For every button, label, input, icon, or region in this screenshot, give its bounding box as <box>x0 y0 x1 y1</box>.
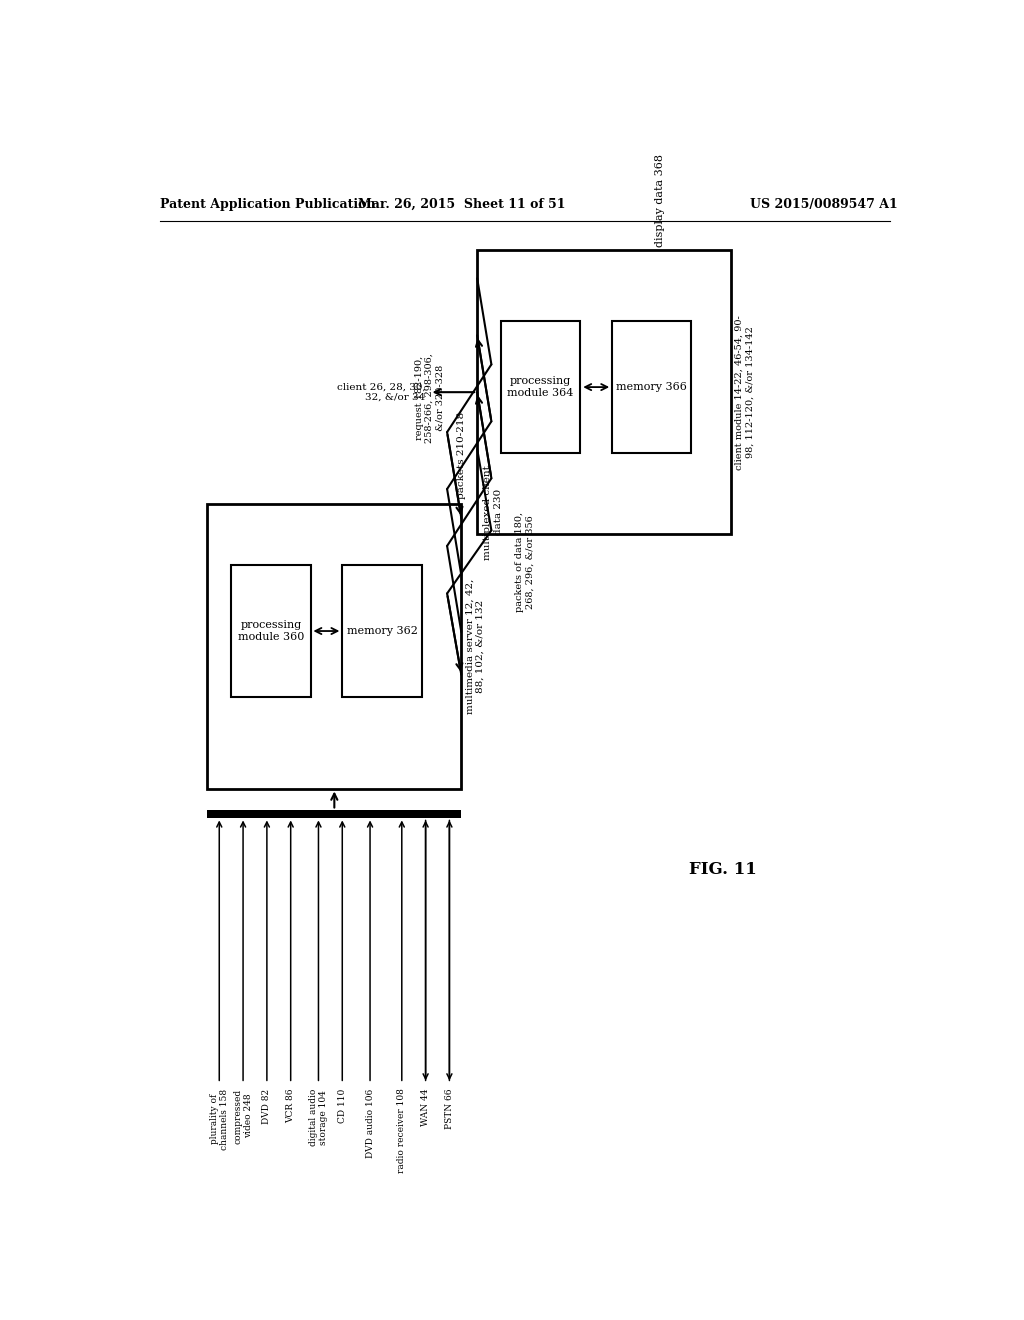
FancyBboxPatch shape <box>342 565 422 697</box>
Text: PSTN 66: PSTN 66 <box>444 1089 454 1129</box>
Text: client module 14-22, 46-54, 90-
98, 112-120, &/or 134-142: client module 14-22, 46-54, 90- 98, 112-… <box>735 314 755 470</box>
Text: DVD 82: DVD 82 <box>262 1089 271 1123</box>
Text: Mar. 26, 2015  Sheet 11 of 51: Mar. 26, 2015 Sheet 11 of 51 <box>357 198 565 211</box>
FancyBboxPatch shape <box>207 810 461 817</box>
Text: memory 366: memory 366 <box>616 381 687 392</box>
FancyBboxPatch shape <box>207 504 462 788</box>
Text: processing
module 364: processing module 364 <box>508 376 573 397</box>
Text: display data 368: display data 368 <box>655 154 665 247</box>
Text: FIG. 11: FIG. 11 <box>689 862 757 878</box>
Text: plurality of
channels 158: plurality of channels 158 <box>210 1089 229 1150</box>
Text: processing
module 360: processing module 360 <box>238 620 304 642</box>
Text: CD 110: CD 110 <box>338 1089 347 1122</box>
Text: multimedia server 12, 42,
88, 102, &/or 132: multimedia server 12, 42, 88, 102, &/or … <box>465 578 484 714</box>
Text: digital audio
storage 104: digital audio storage 104 <box>309 1089 328 1146</box>
Text: multiplexed client
data 230: multiplexed client data 230 <box>483 465 503 560</box>
Text: packets 210-218: packets 210-218 <box>457 412 466 499</box>
Text: Patent Application Publication: Patent Application Publication <box>160 198 375 211</box>
Text: client 26, 28, 30,
32, &/or 34: client 26, 28, 30, 32, &/or 34 <box>337 383 426 401</box>
Text: packets of data 180,
268, 296, &/or 356: packets of data 180, 268, 296, &/or 356 <box>515 512 535 612</box>
FancyBboxPatch shape <box>612 321 691 453</box>
FancyBboxPatch shape <box>477 249 731 535</box>
Text: WAN 44: WAN 44 <box>421 1089 430 1126</box>
FancyBboxPatch shape <box>231 565 310 697</box>
FancyBboxPatch shape <box>501 321 581 453</box>
Text: request 182-190,
258-266, 298-306,
&/or 320-328: request 182-190, 258-266, 298-306, &/or … <box>415 354 444 444</box>
Text: US 2015/0089547 A1: US 2015/0089547 A1 <box>750 198 898 211</box>
Text: memory 362: memory 362 <box>346 626 418 636</box>
Text: radio receiver 108: radio receiver 108 <box>397 1089 407 1173</box>
Text: VCR 86: VCR 86 <box>286 1089 295 1123</box>
Text: compressed
video 248: compressed video 248 <box>233 1089 253 1143</box>
Text: DVD audio 106: DVD audio 106 <box>366 1089 375 1158</box>
